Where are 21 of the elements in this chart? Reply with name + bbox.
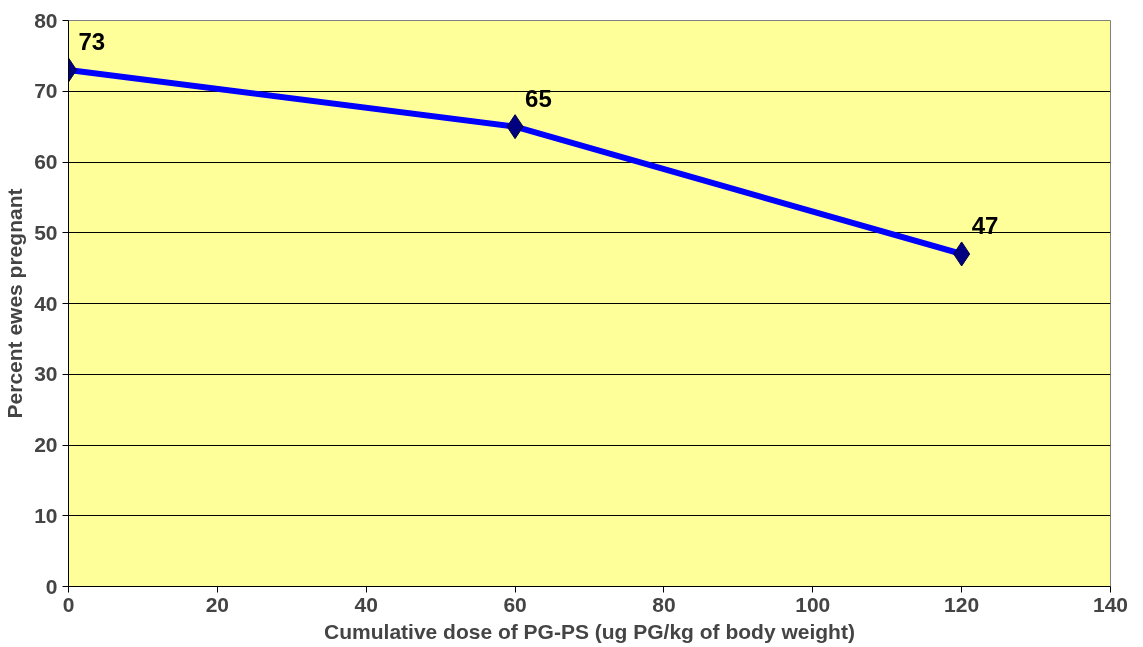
y-tick-label: 70: [34, 79, 58, 103]
x-tick-label: 60: [503, 592, 527, 616]
x-tick-label: 20: [205, 592, 230, 616]
x-tick-label: 140: [1092, 592, 1129, 616]
data-label: 73: [78, 28, 106, 56]
y-tick-label: 10: [34, 503, 58, 527]
x-axis-title: Cumulative dose of PG-PS (ug PG/kg of body weight): [324, 619, 855, 643]
y-tick-label: 0: [45, 574, 58, 598]
y-tick-label: 60: [34, 150, 58, 173]
y-tick-label: 80: [34, 8, 58, 32]
x-tick-label: 0: [62, 592, 75, 616]
x-tick-label: 40: [354, 592, 378, 616]
x-tick-label: 80: [652, 592, 676, 616]
y-tick-label: 30: [34, 362, 58, 386]
data-label: 47: [971, 211, 999, 239]
y-tick-label: 20: [34, 433, 58, 456]
y-tick-label: 50: [34, 220, 58, 244]
y-axis-title: Percent ewes pregnant: [3, 188, 27, 419]
y-tick-label: 40: [34, 291, 58, 315]
x-tick-label: 120: [944, 592, 980, 616]
x-tick-label: 100: [795, 592, 831, 616]
